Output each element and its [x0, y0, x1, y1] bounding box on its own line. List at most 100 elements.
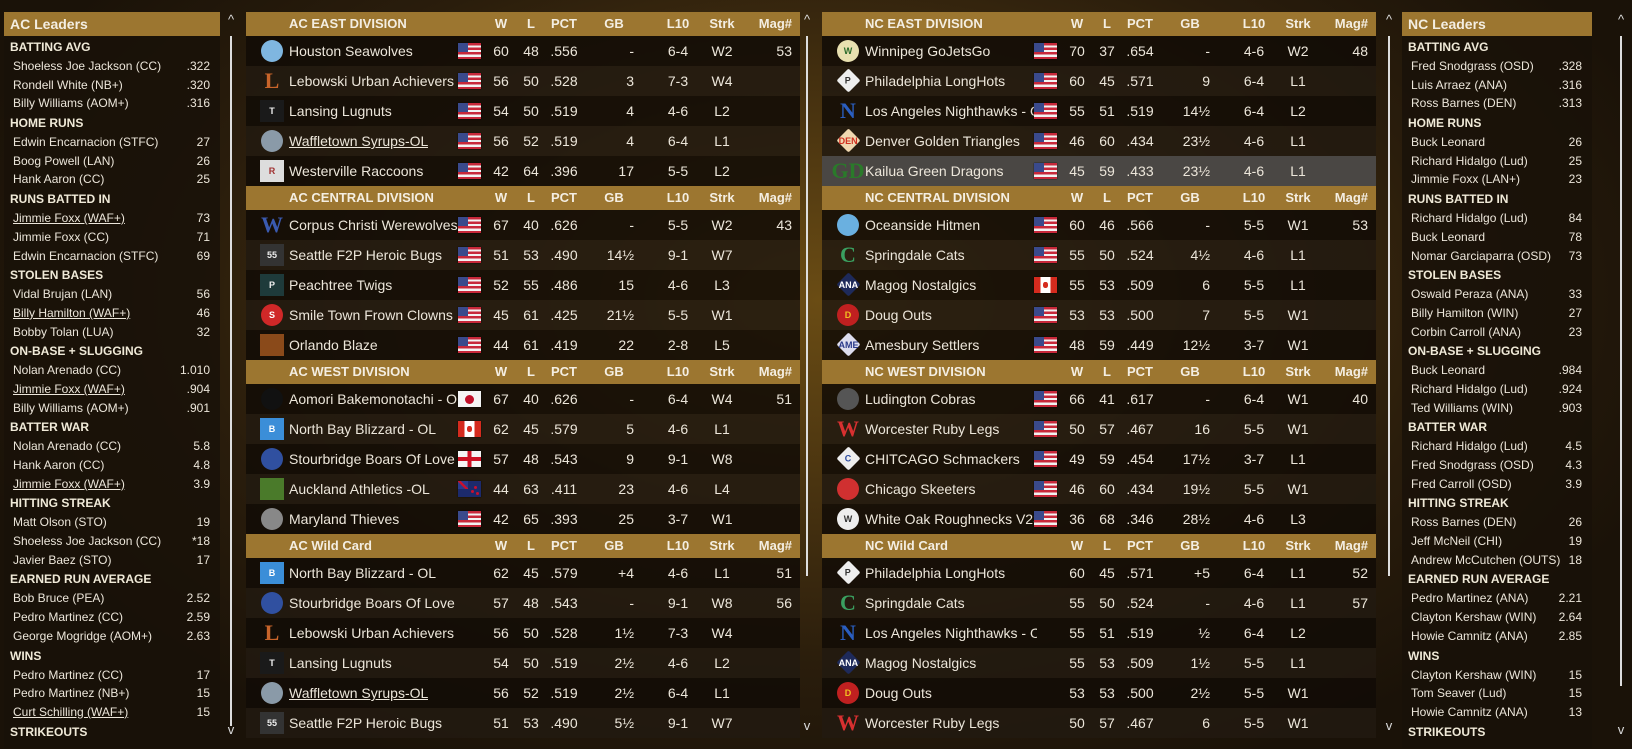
team-name[interactable]: Philadelphia LongHots — [865, 565, 1006, 581]
team-row[interactable]: Auckland Athletics -OL 44 63 .411 23 4-6 L4 — [246, 474, 800, 504]
team-row[interactable]: W Worcester Ruby Legs 50 57 .467 6 5-5 W1 — [822, 708, 1376, 738]
team-row[interactable]: AME Amesbury Settlers 48 59 .449 12½ 3-7 W1 — [822, 330, 1376, 360]
team-name[interactable]: Smile Town Frown Clowns — [289, 307, 453, 323]
column-header-pct[interactable]: PCT — [551, 190, 577, 205]
column-header-gb[interactable]: GB — [604, 538, 624, 553]
column-header-gb[interactable]: GB — [604, 16, 624, 31]
team-name[interactable]: White Oak Roughnecks V23 — [865, 511, 1037, 527]
team-name[interactable]: Magog Nostalgics — [865, 277, 977, 293]
team-row[interactable]: ANA Magog Nostalgics 55 53 .509 1½ 5-5 L1 — [822, 648, 1376, 678]
team-name[interactable]: Springdale Cats — [865, 595, 965, 611]
nc-leaders-scroll-down[interactable]: v — [1617, 722, 1625, 737]
team-name[interactable]: Maryland Thieves — [289, 511, 400, 527]
team-row[interactable]: W White Oak Roughnecks V23 36 68 .346 28½ 4-6 L… — [822, 504, 1376, 534]
team-row[interactable]: P Philadelphia LongHots 60 45 .571 +5 6-4 L1 52 — [822, 558, 1376, 588]
column-header-w[interactable]: W — [1070, 364, 1084, 379]
column-header-strk[interactable]: Strk — [1285, 538, 1311, 553]
nc-leaders-scrollbar[interactable] — [1620, 36, 1622, 686]
team-row[interactable]: Houston Seawolves 60 48 .556 - 6-4 W2 53 — [246, 36, 800, 66]
column-header-pct[interactable]: PCT — [1127, 16, 1153, 31]
team-name[interactable]: Auckland Athletics -OL — [289, 481, 430, 497]
team-name[interactable]: Denver Golden Triangles — [865, 133, 1020, 149]
column-header-l[interactable]: L — [527, 16, 535, 31]
column-header-l10[interactable]: L10 — [1242, 364, 1266, 379]
team-row[interactable]: Stourbridge Boars Of Love 57 48 .543 - 9-1 W8 5… — [246, 588, 800, 618]
team-name[interactable]: Houston Seawolves — [289, 43, 413, 59]
column-header-pct[interactable]: PCT — [551, 16, 577, 31]
team-name[interactable]: Amesbury Settlers — [865, 337, 980, 353]
team-row[interactable]: Maryland Thieves 42 65 .393 25 3-7 W1 — [246, 504, 800, 534]
column-header-w[interactable]: W — [1070, 190, 1084, 205]
column-header-l[interactable]: L — [1103, 364, 1111, 379]
team-name[interactable]: Westerville Raccoons — [289, 163, 424, 179]
team-row[interactable]: P Peachtree Twigs 52 55 .486 15 4-6 L3 — [246, 270, 800, 300]
team-row[interactable]: 55 Seattle F2P Heroic Bugs 51 53 .490 14½ 9-1 W… — [246, 240, 800, 270]
column-header-pct[interactable]: PCT — [1127, 190, 1153, 205]
column-header-pct[interactable]: PCT — [1127, 364, 1153, 379]
team-name[interactable]: Worcester Ruby Legs — [865, 421, 1000, 437]
nc-standings-scroll-down[interactable]: v — [1385, 718, 1393, 733]
ac-standings-scrollbar[interactable] — [806, 36, 808, 576]
team-row[interactable]: L Lebowski Urban Achievers 56 50 .528 1½ 7-3 W4 — [246, 618, 800, 648]
column-header-w[interactable]: W — [1070, 16, 1084, 31]
column-header-mag[interactable]: Mag# — [1334, 16, 1368, 31]
column-header-l[interactable]: L — [1103, 16, 1111, 31]
column-header-w[interactable]: W — [494, 538, 508, 553]
column-header-l10[interactable]: L10 — [666, 190, 690, 205]
team-row[interactable]: Waffletown Syrups-OL 56 52 .519 4 6-4 L1 — [246, 126, 800, 156]
team-row[interactable]: Chicago Skeeters 46 60 .434 19½ 5-5 W1 — [822, 474, 1376, 504]
team-row[interactable]: W Corpus Christi Werewolves 67 40 .626 - 5-5 W2… — [246, 210, 800, 240]
ac-leaders-scrollbar[interactable] — [230, 36, 232, 726]
team-name[interactable]: North Bay Blizzard - OL — [289, 565, 437, 581]
team-row[interactable]: C Springdale Cats 55 50 .524 - 4-6 L1 57 — [822, 588, 1376, 618]
column-header-gb[interactable]: GB — [1180, 190, 1200, 205]
team-row[interactable]: N Los Angeles Nighthawks - OL 55 51 .519 14½ 6… — [822, 96, 1376, 126]
column-header-mag[interactable]: Mag# — [758, 16, 792, 31]
team-row[interactable]: D Doug Outs 53 53 .500 7 5-5 W1 — [822, 300, 1376, 330]
leader-name-link[interactable]: Jimmie Foxx (WAF+) — [13, 476, 125, 491]
column-header-strk[interactable]: Strk — [709, 190, 735, 205]
column-header-strk[interactable]: Strk — [1285, 364, 1311, 379]
team-row[interactable]: S Smile Town Frown Clowns 45 61 .425 21½ 5-5 W1 — [246, 300, 800, 330]
team-row[interactable]: W Winnipeg GoJetsGo 70 37 .654 - 4-6 W2 48 — [822, 36, 1376, 66]
leader-item[interactable]: Jimmie Foxx (WAF+) 3.9 — [4, 475, 220, 494]
team-row[interactable]: T Lansing Lugnuts 54 50 .519 2½ 4-6 L2 — [246, 648, 800, 678]
column-header-l10[interactable]: L10 — [666, 538, 690, 553]
column-header-gb[interactable]: GB — [604, 190, 624, 205]
team-name[interactable]: Ludington Cobras — [865, 391, 976, 407]
team-row[interactable]: Orlando Blaze 44 61 .419 22 2-8 L5 — [246, 330, 800, 360]
team-row[interactable]: Ludington Cobras 66 41 .617 - 6-4 W1 40 — [822, 384, 1376, 414]
ac-leaders-scroll-down[interactable]: v — [227, 722, 235, 737]
column-header-gb[interactable]: GB — [604, 364, 624, 379]
team-row[interactable]: ANA Magog Nostalgics 55 53 .509 6 5-5 L1 — [822, 270, 1376, 300]
team-name[interactable]: Oceanside Hitmen — [865, 217, 981, 233]
team-name[interactable]: Doug Outs — [865, 307, 932, 323]
team-row[interactable]: Aomori Bakemonotachi - OL 67 40 .626 - 6-4 W4 5… — [246, 384, 800, 414]
team-name[interactable]: Seattle F2P Heroic Bugs — [289, 247, 443, 263]
team-row[interactable]: R Westerville Raccoons 42 64 .396 17 5-5 L2 — [246, 156, 800, 186]
column-header-pct[interactable]: PCT — [551, 538, 577, 553]
ac-leaders-scroll-up[interactable]: ^ — [227, 12, 235, 27]
leader-name-link[interactable]: Jimmie Foxx (WAF+) — [13, 211, 125, 226]
team-name[interactable]: Stourbridge Boars Of Love — [289, 595, 455, 611]
team-name[interactable]: Lansing Lugnuts — [289, 655, 392, 671]
column-header-mag[interactable]: Mag# — [1334, 538, 1368, 553]
team-name[interactable]: Seattle F2P Heroic Bugs — [289, 715, 443, 731]
team-name[interactable]: Lebowski Urban Achievers — [289, 625, 454, 641]
column-header-strk[interactable]: Strk — [709, 364, 735, 379]
column-header-l10[interactable]: L10 — [1242, 190, 1266, 205]
column-header-strk[interactable]: Strk — [709, 538, 735, 553]
team-name-link[interactable]: Waffletown Syrups-OL — [289, 133, 429, 149]
column-header-pct[interactable]: PCT — [551, 364, 577, 379]
column-header-pct[interactable]: PCT — [1127, 538, 1153, 553]
team-name[interactable]: Doug Outs — [865, 685, 932, 701]
column-header-strk[interactable]: Strk — [1285, 16, 1311, 31]
team-name[interactable]: Chicago Skeeters — [865, 481, 976, 497]
team-name[interactable]: Los Angeles Nighthawks - OL — [865, 625, 1037, 641]
team-name[interactable]: Philadelphia LongHots — [865, 73, 1006, 89]
team-name[interactable]: Lansing Lugnuts — [289, 103, 392, 119]
leader-name-link[interactable]: Billy Hamilton (WAF+) — [13, 305, 131, 320]
team-name[interactable]: Springdale Cats — [865, 247, 965, 263]
column-header-mag[interactable]: Mag# — [758, 190, 792, 205]
team-row[interactable]: W Worcester Ruby Legs 50 57 .467 16 5-5 W1 — [822, 414, 1376, 444]
